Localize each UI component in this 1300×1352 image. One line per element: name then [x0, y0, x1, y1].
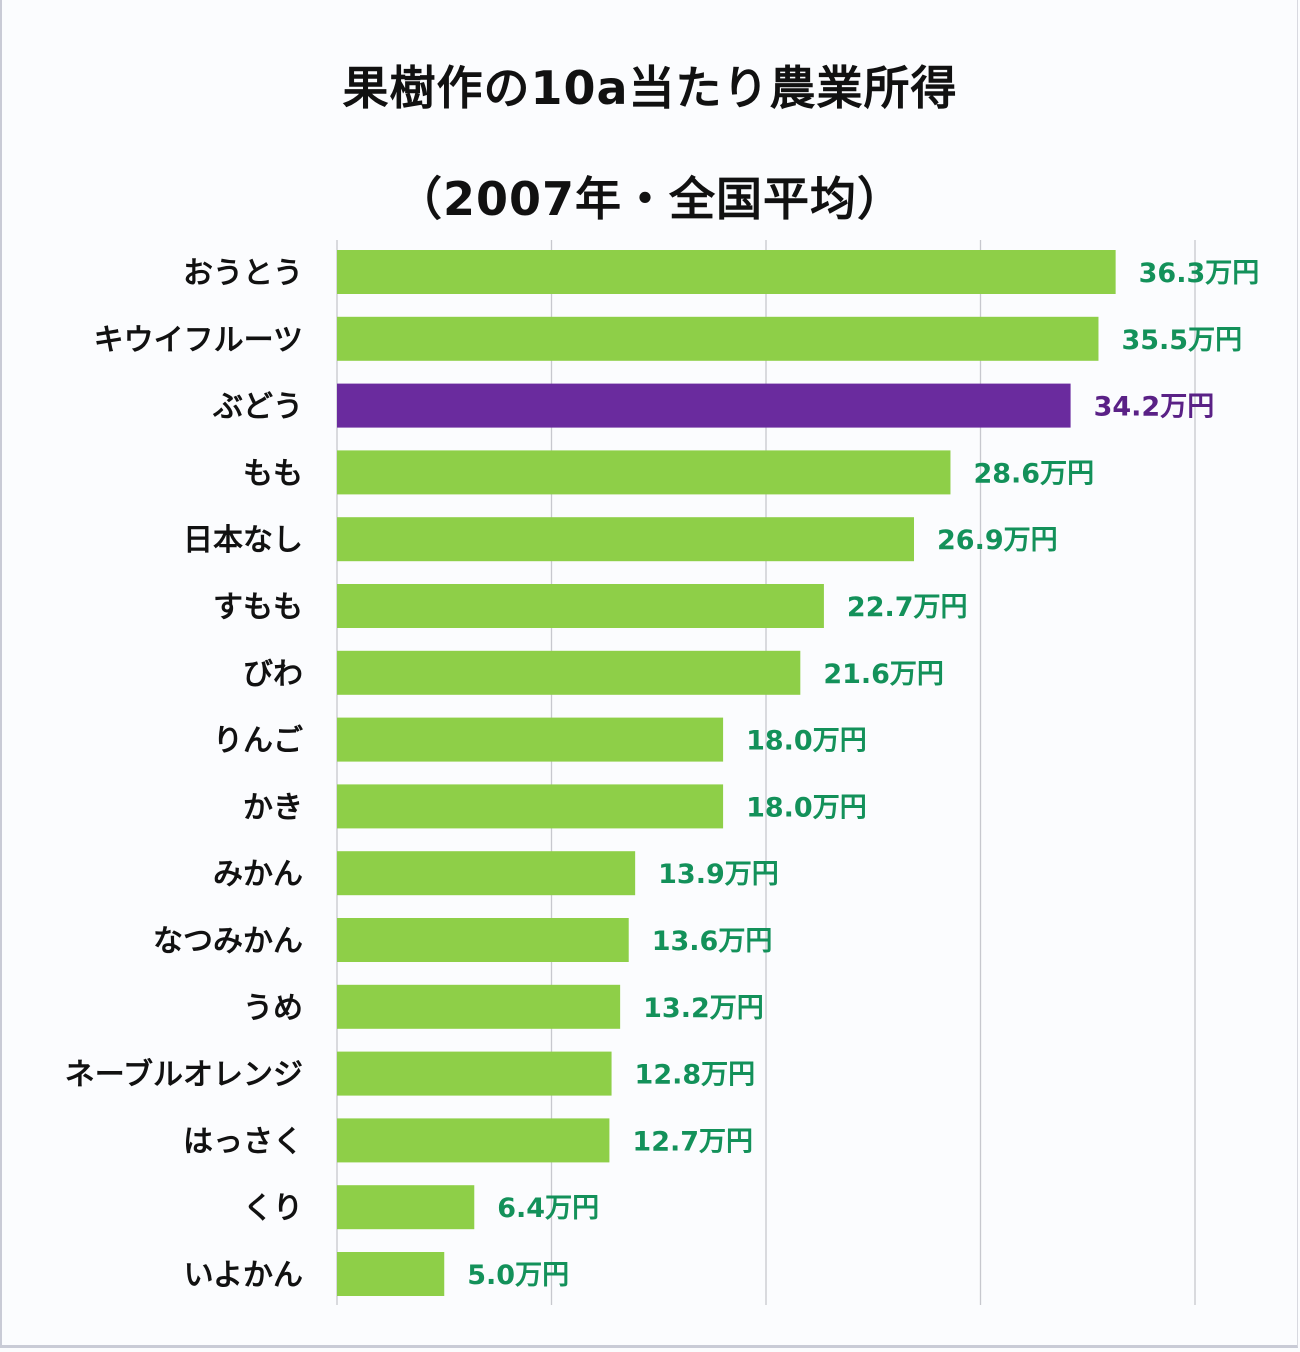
bar [337, 383, 1071, 428]
bar [337, 517, 915, 562]
data-label: 12.7万円 [632, 1126, 753, 1157]
data-label: 13.9万円 [658, 859, 779, 890]
data-label: 18.0万円 [746, 792, 867, 823]
data-label: 12.8万円 [635, 1060, 756, 1091]
bar [337, 1185, 475, 1230]
data-label: 6.4万円 [497, 1193, 599, 1224]
bar [337, 584, 824, 628]
bar [337, 250, 1116, 294]
data-label: 5.0万円 [467, 1260, 569, 1291]
data-label: 13.6万円 [652, 926, 773, 957]
category-label: いよかん [184, 1258, 303, 1293]
category-label: キウイフルーツ [94, 323, 303, 358]
category-label: 日本なし [183, 523, 303, 558]
data-label: 21.6万円 [823, 659, 944, 690]
category-label: くり [243, 1191, 303, 1226]
category-label: はっさく [183, 1124, 303, 1159]
data-label: 13.2万円 [643, 993, 764, 1024]
bar [337, 650, 801, 695]
bar [337, 1051, 612, 1096]
category-labels: おうとうキウイフルーツぶどうもも日本なしすももびわりんごかきみかんなつみかんうめ… [65, 256, 303, 1293]
data-label: 22.7万円 [847, 592, 968, 623]
category-label: うめ [243, 991, 303, 1026]
bar [337, 450, 951, 495]
data-label: 36.3万円 [1139, 258, 1260, 289]
data-label: 18.0万円 [746, 726, 867, 757]
data-labels: 36.3万円 35.5万円 34.2万円 28.6万円 26.9万円 22.7万円 21.6… [467, 258, 1259, 1291]
category-label: おうとう [183, 256, 303, 291]
chart-subtitle: （2007年・全国平均） [395, 172, 905, 226]
bar [337, 851, 636, 896]
category-label: びわ [243, 657, 303, 692]
category-label: ネーブルオレンジ [65, 1058, 303, 1093]
bar [337, 717, 724, 762]
data-label: 35.5万円 [1121, 325, 1242, 356]
bars [337, 250, 1116, 1296]
bar [337, 316, 1099, 361]
category-label: ぶどう [212, 390, 303, 425]
data-label: 34.2万円 [1094, 392, 1215, 423]
bar [337, 784, 724, 829]
bar [337, 1118, 610, 1163]
category-label: もも [243, 456, 303, 491]
chart-title: 果樹作の10a当たり農業所得 [342, 61, 958, 115]
bar [337, 918, 629, 962]
bar [337, 1252, 445, 1296]
category-label: みかん [213, 857, 303, 892]
bar [337, 984, 621, 1029]
category-label: かき [243, 790, 303, 825]
category-label: すもも [213, 590, 303, 625]
category-label: りんご [213, 724, 303, 759]
data-label: 28.6万円 [973, 458, 1094, 489]
data-label: 26.9万円 [937, 525, 1058, 556]
category-label: なつみかん [153, 924, 303, 959]
